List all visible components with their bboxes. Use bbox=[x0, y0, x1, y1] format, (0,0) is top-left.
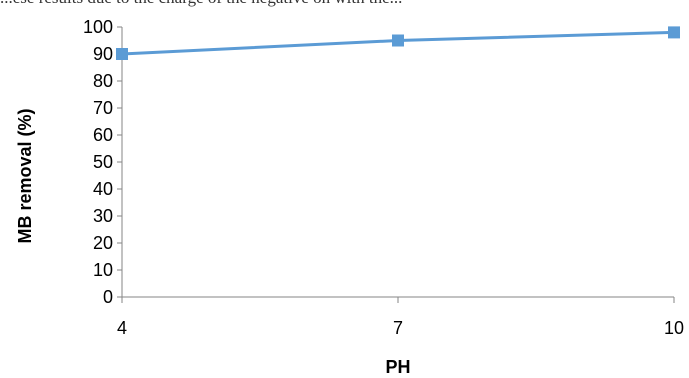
y-tick-label: 50 bbox=[93, 152, 113, 172]
y-tick-label: 0 bbox=[103, 287, 113, 307]
y-tick-label: 30 bbox=[93, 206, 113, 226]
data-point-marker bbox=[392, 34, 404, 47]
y-axis-title: MB removal (%) bbox=[15, 108, 35, 243]
y-axis-ticks: 0 10 20 30 40 50 60 70 80 90 100 bbox=[83, 17, 122, 307]
y-tick-label: 70 bbox=[93, 98, 113, 118]
y-tick-label: 10 bbox=[93, 260, 113, 280]
x-axis-title: PH bbox=[385, 357, 410, 377]
y-tick-label: 20 bbox=[93, 233, 113, 253]
y-tick-label: 80 bbox=[93, 71, 113, 91]
y-tick-label: 60 bbox=[93, 125, 113, 145]
x-tick-label: 7 bbox=[393, 318, 403, 338]
y-tick-label: 40 bbox=[93, 179, 113, 199]
series-markers bbox=[116, 26, 680, 60]
y-tick-label: 100 bbox=[83, 17, 113, 37]
x-tick-label: 4 bbox=[117, 318, 127, 338]
cropped-header-text: ...ese results due to the charge of the … bbox=[0, 0, 689, 8]
data-point-marker bbox=[116, 48, 128, 60]
data-point-marker bbox=[668, 26, 680, 39]
x-axis-ticks: 4 7 10 bbox=[117, 297, 684, 338]
x-tick-label: 10 bbox=[664, 318, 684, 338]
y-tick-label: 90 bbox=[93, 44, 113, 64]
